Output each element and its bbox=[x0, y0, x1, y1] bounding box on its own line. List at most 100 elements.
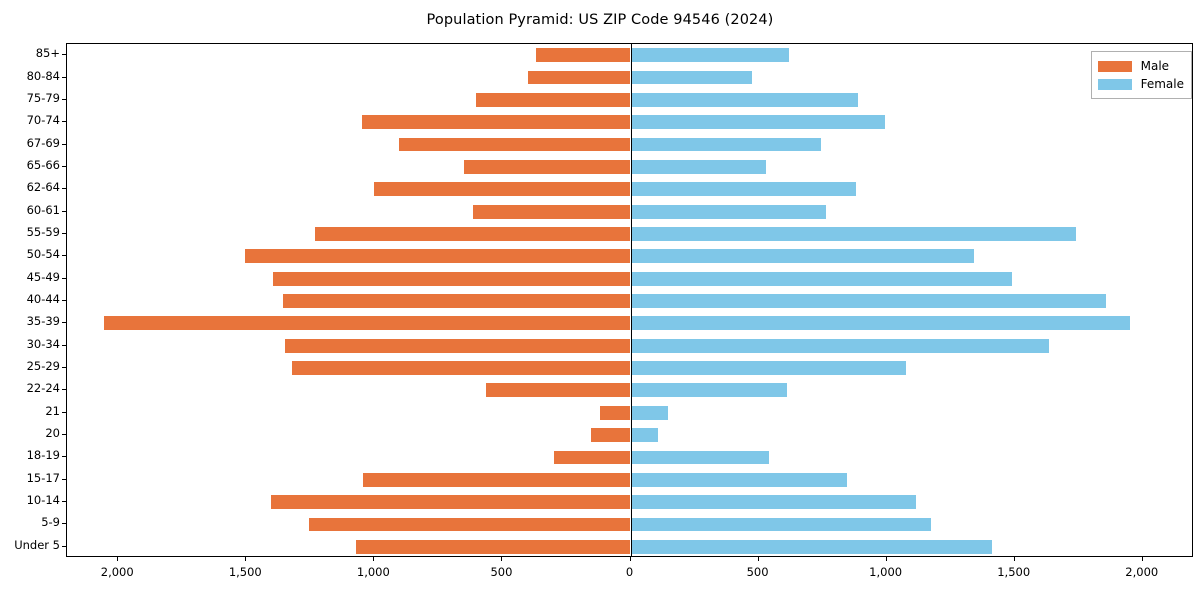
bar-male[interactable] bbox=[398, 137, 631, 152]
xtick-mark bbox=[629, 557, 631, 561]
bar-male[interactable] bbox=[464, 159, 631, 174]
bar-female[interactable] bbox=[630, 115, 886, 130]
bar-male[interactable] bbox=[553, 450, 631, 465]
bar-male[interactable] bbox=[104, 316, 631, 331]
bar-male[interactable] bbox=[356, 539, 631, 554]
xtick-mark bbox=[245, 557, 247, 561]
ytick-mark bbox=[62, 210, 66, 212]
ytick-mark bbox=[62, 478, 66, 480]
bar-male[interactable] bbox=[309, 517, 631, 532]
xtick-mark bbox=[1013, 557, 1015, 561]
ytick-label: 65-66 bbox=[26, 157, 60, 172]
bar-female[interactable] bbox=[630, 428, 659, 442]
legend-swatch bbox=[1097, 78, 1132, 90]
ytick-mark bbox=[62, 456, 66, 458]
bar-male[interactable] bbox=[270, 495, 631, 510]
bar-female[interactable] bbox=[630, 472, 847, 487]
bar-female[interactable] bbox=[630, 517, 932, 532]
bar-male[interactable] bbox=[284, 338, 631, 353]
bar-female[interactable] bbox=[630, 405, 668, 420]
bar-male[interactable] bbox=[283, 294, 631, 308]
bar-female[interactable] bbox=[630, 338, 1050, 353]
bar-row bbox=[67, 428, 1192, 442]
bar-male[interactable] bbox=[472, 204, 631, 219]
xtick-label: 1,000 bbox=[356, 565, 390, 579]
legend-label: Female bbox=[1140, 77, 1184, 91]
ytick-mark bbox=[62, 76, 66, 78]
bar-row bbox=[67, 450, 1192, 465]
bar-female[interactable] bbox=[630, 383, 787, 398]
ytick-label: 62-64 bbox=[26, 180, 60, 195]
bar-row bbox=[67, 115, 1192, 130]
legend-swatch bbox=[1097, 60, 1132, 72]
ytick-mark bbox=[62, 54, 66, 56]
ytick-mark bbox=[62, 501, 66, 503]
bar-female[interactable] bbox=[630, 92, 859, 107]
xtick-label: 500 bbox=[490, 565, 513, 579]
bar-female[interactable] bbox=[630, 48, 790, 63]
ytick-label: 20 bbox=[45, 426, 60, 441]
bar-female[interactable] bbox=[630, 204, 827, 219]
bar-female[interactable] bbox=[630, 316, 1130, 331]
ytick-label: 18-19 bbox=[26, 448, 60, 463]
ytick-label: 75-79 bbox=[26, 90, 60, 105]
bar-female[interactable] bbox=[630, 450, 769, 465]
bar-female[interactable] bbox=[630, 227, 1077, 241]
bar-row bbox=[67, 539, 1192, 554]
ytick-mark bbox=[62, 188, 66, 190]
ytick-label: 67-69 bbox=[26, 135, 60, 150]
bar-female[interactable] bbox=[630, 495, 917, 510]
bar-row bbox=[67, 159, 1192, 174]
ytick-label: 5-9 bbox=[41, 515, 60, 530]
bar-row bbox=[67, 137, 1192, 152]
ytick-mark bbox=[62, 344, 66, 346]
zero-axis-line bbox=[630, 44, 632, 556]
xtick-label: 1,500 bbox=[997, 565, 1031, 579]
bar-row bbox=[67, 361, 1192, 375]
bar-female[interactable] bbox=[630, 539, 992, 554]
ytick-label: 25-29 bbox=[26, 359, 60, 374]
ytick-label: 21 bbox=[45, 403, 60, 418]
bar-male[interactable] bbox=[374, 182, 631, 197]
bar-row bbox=[67, 271, 1192, 286]
bar-male[interactable] bbox=[528, 70, 631, 85]
ytick-mark bbox=[62, 121, 66, 123]
bar-female[interactable] bbox=[630, 159, 767, 174]
chart-legend: Male Female bbox=[1090, 51, 1192, 99]
bar-male[interactable] bbox=[590, 428, 631, 442]
ytick-label: 55-59 bbox=[26, 224, 60, 239]
bar-female[interactable] bbox=[630, 294, 1106, 308]
ytick-mark bbox=[62, 545, 66, 547]
bar-male[interactable] bbox=[292, 361, 631, 375]
bar-male[interactable] bbox=[361, 115, 631, 130]
ytick-label: 45-49 bbox=[26, 269, 60, 284]
ytick-label: 15-17 bbox=[26, 470, 60, 485]
bar-male[interactable] bbox=[475, 92, 631, 107]
ytick-mark bbox=[62, 165, 66, 167]
bar-female[interactable] bbox=[630, 271, 1013, 286]
bar-male[interactable] bbox=[245, 249, 631, 264]
bar-female[interactable] bbox=[630, 70, 753, 85]
ytick-mark bbox=[62, 322, 66, 324]
bar-male[interactable] bbox=[315, 227, 631, 241]
bar-male[interactable] bbox=[599, 405, 631, 420]
bar-male[interactable] bbox=[485, 383, 631, 398]
bar-row bbox=[67, 517, 1192, 532]
legend-entry[interactable]: Female bbox=[1097, 75, 1184, 93]
bar-female[interactable] bbox=[630, 182, 856, 197]
xtick-label: 1,000 bbox=[869, 565, 903, 579]
bar-female[interactable] bbox=[630, 137, 822, 152]
bar-male[interactable] bbox=[535, 48, 631, 63]
legend-label: Male bbox=[1140, 59, 1170, 73]
ytick-mark bbox=[62, 300, 66, 301]
xtick-mark bbox=[117, 557, 119, 561]
bar-row bbox=[67, 182, 1192, 197]
legend-entry[interactable]: Male bbox=[1097, 57, 1184, 75]
bar-male[interactable] bbox=[362, 472, 631, 487]
bar-row bbox=[67, 92, 1192, 107]
bar-row bbox=[67, 227, 1192, 241]
bar-male[interactable] bbox=[273, 271, 631, 286]
bar-female[interactable] bbox=[630, 361, 906, 375]
bar-female[interactable] bbox=[630, 249, 974, 264]
